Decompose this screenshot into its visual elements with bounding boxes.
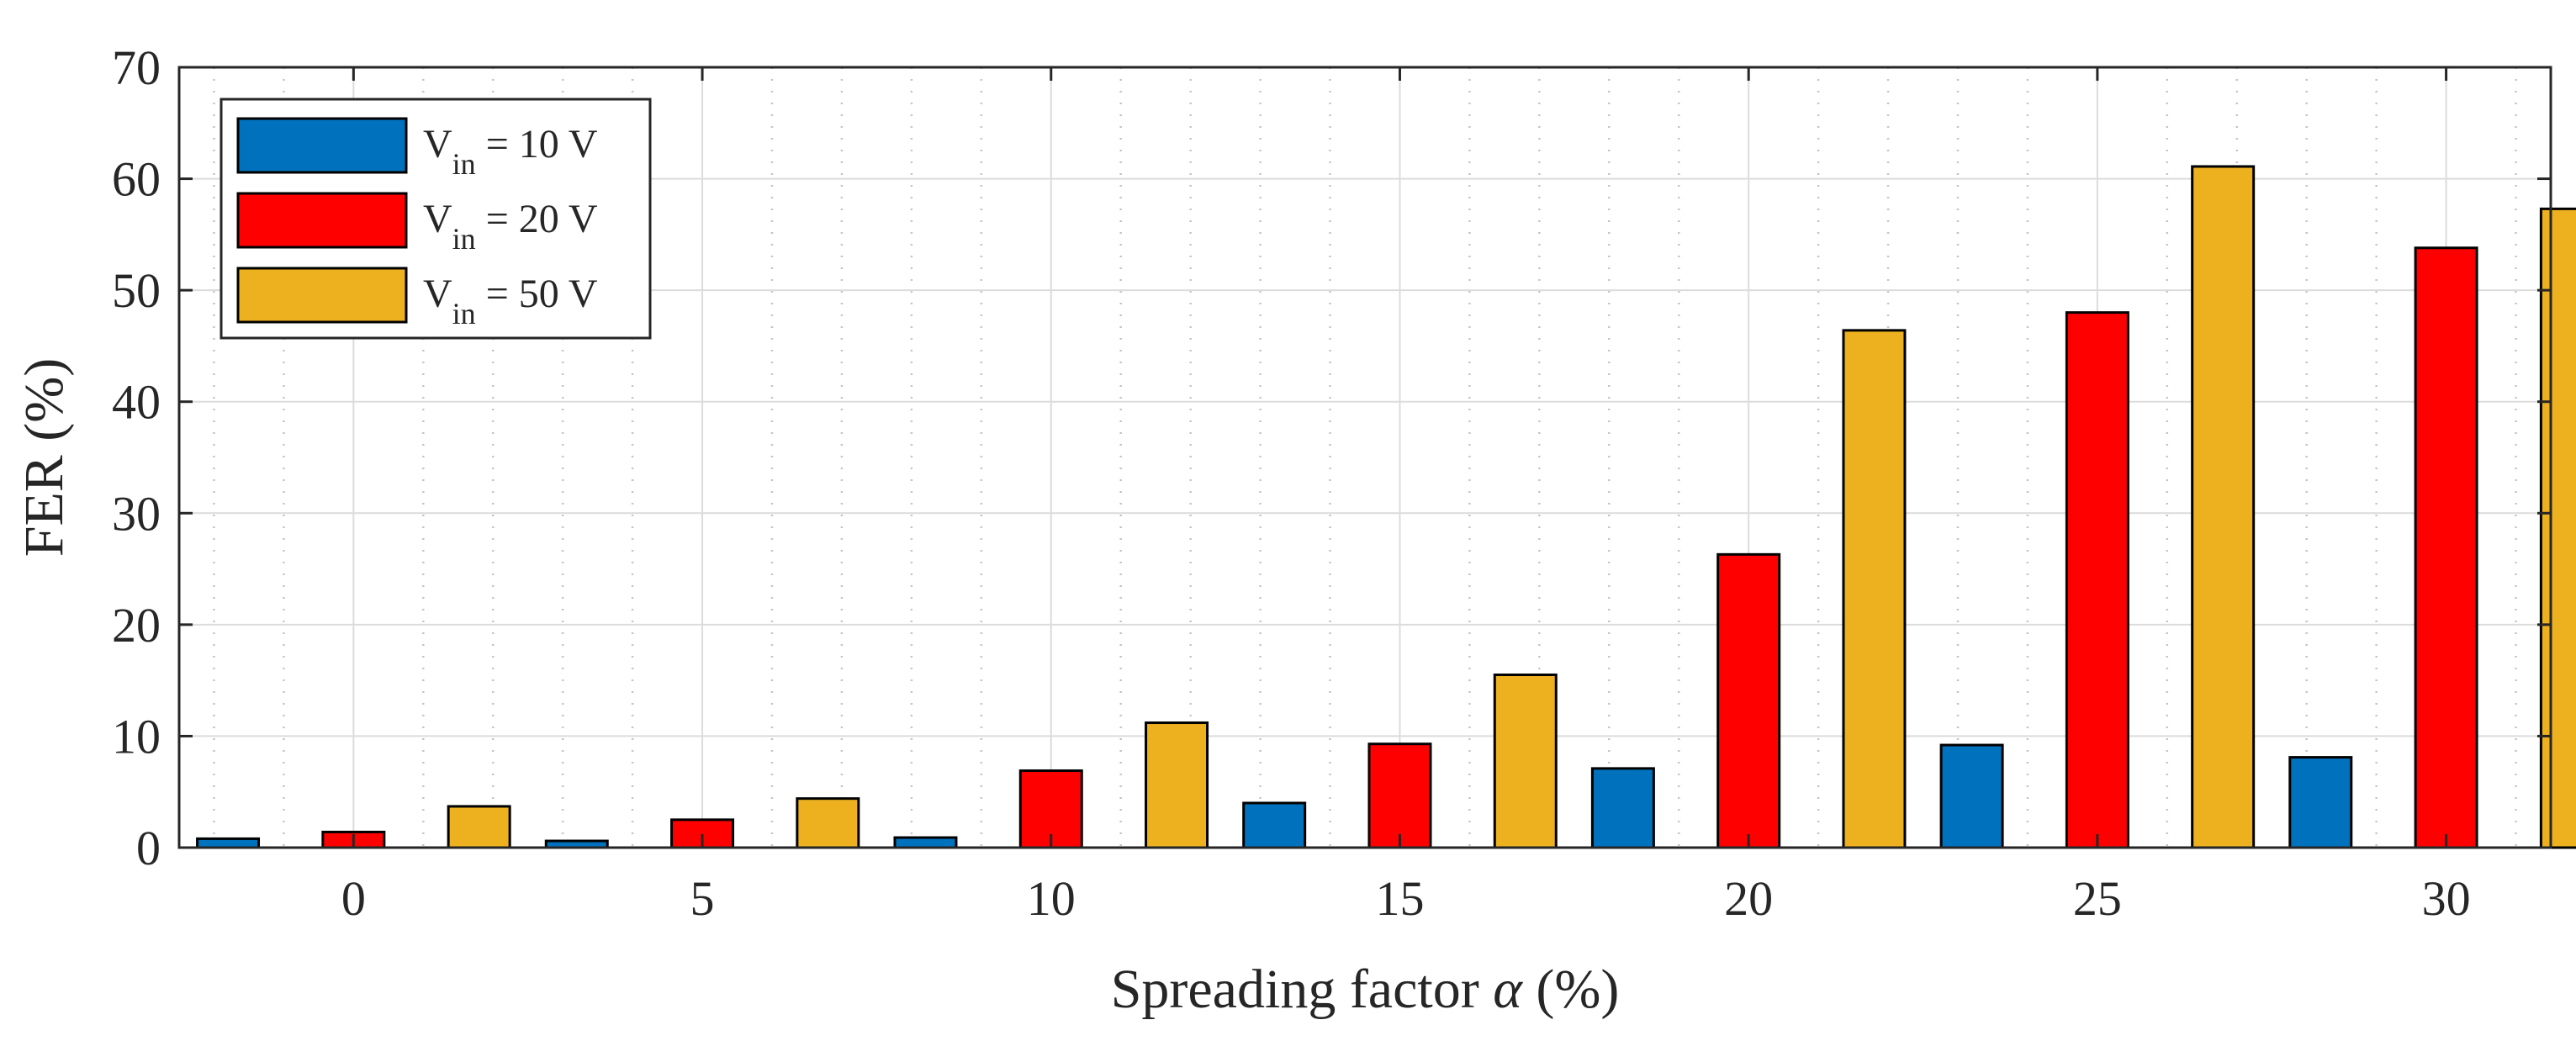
bar <box>2065 311 2129 849</box>
bar <box>1242 801 1307 849</box>
legend-label: Vin = 10 V <box>423 122 598 181</box>
legend-swatch <box>236 192 408 249</box>
legend-label: Vin = 50 V <box>423 272 598 330</box>
axes-box <box>177 66 2552 849</box>
y-tick-label: 70 <box>112 40 161 95</box>
bar <box>447 805 511 849</box>
bar <box>1018 769 1083 849</box>
y-tick-label: 20 <box>112 598 161 653</box>
bar <box>1145 721 1209 849</box>
legend-label: Vin = 20 V <box>423 197 598 256</box>
legend-swatch <box>236 267 408 324</box>
y-tick-label: 60 <box>112 152 161 207</box>
bar <box>1716 552 1781 849</box>
bar <box>1590 767 1655 849</box>
bar <box>2191 165 2256 849</box>
x-tick-label: 30 <box>2422 871 2471 926</box>
y-axis-title: FER (%) <box>13 358 75 557</box>
bar <box>2414 246 2478 849</box>
y-tick-label: 10 <box>112 709 161 764</box>
legend-swatch <box>236 117 408 174</box>
y-tick-label: 40 <box>112 375 161 430</box>
y-tick-label: 0 <box>136 821 161 875</box>
legend: Vin = 10 V Vin = 20 V Vin = 50 V <box>220 98 652 340</box>
bar <box>196 837 261 849</box>
bar <box>893 836 958 849</box>
y-tick-label: 50 <box>112 263 161 318</box>
bar <box>1367 742 1432 849</box>
x-tick-label: 25 <box>2073 871 2122 926</box>
bar <box>1842 329 1907 849</box>
bars-layer <box>196 165 2576 849</box>
x-axis-title: Spreading factor α (%) <box>1111 959 1620 1020</box>
x-tick-label: 5 <box>690 871 715 926</box>
labels-layer: 0 5 10 15 20 25 30 0 10 20 30 40 50 60 70 Spreading fac… <box>13 40 2471 1020</box>
bar <box>2539 207 2576 849</box>
y-tick-label: 30 <box>112 486 161 541</box>
x-tick-label: 15 <box>1375 871 1424 926</box>
axes-layer <box>177 66 2552 849</box>
x-tick-label: 10 <box>1027 871 1076 926</box>
bar <box>796 797 860 849</box>
x-tick-label: 0 <box>341 871 366 926</box>
bar <box>1493 674 1558 849</box>
bar <box>2288 756 2353 849</box>
x-tick-label: 20 <box>1724 871 1773 926</box>
bar <box>1939 743 2004 849</box>
